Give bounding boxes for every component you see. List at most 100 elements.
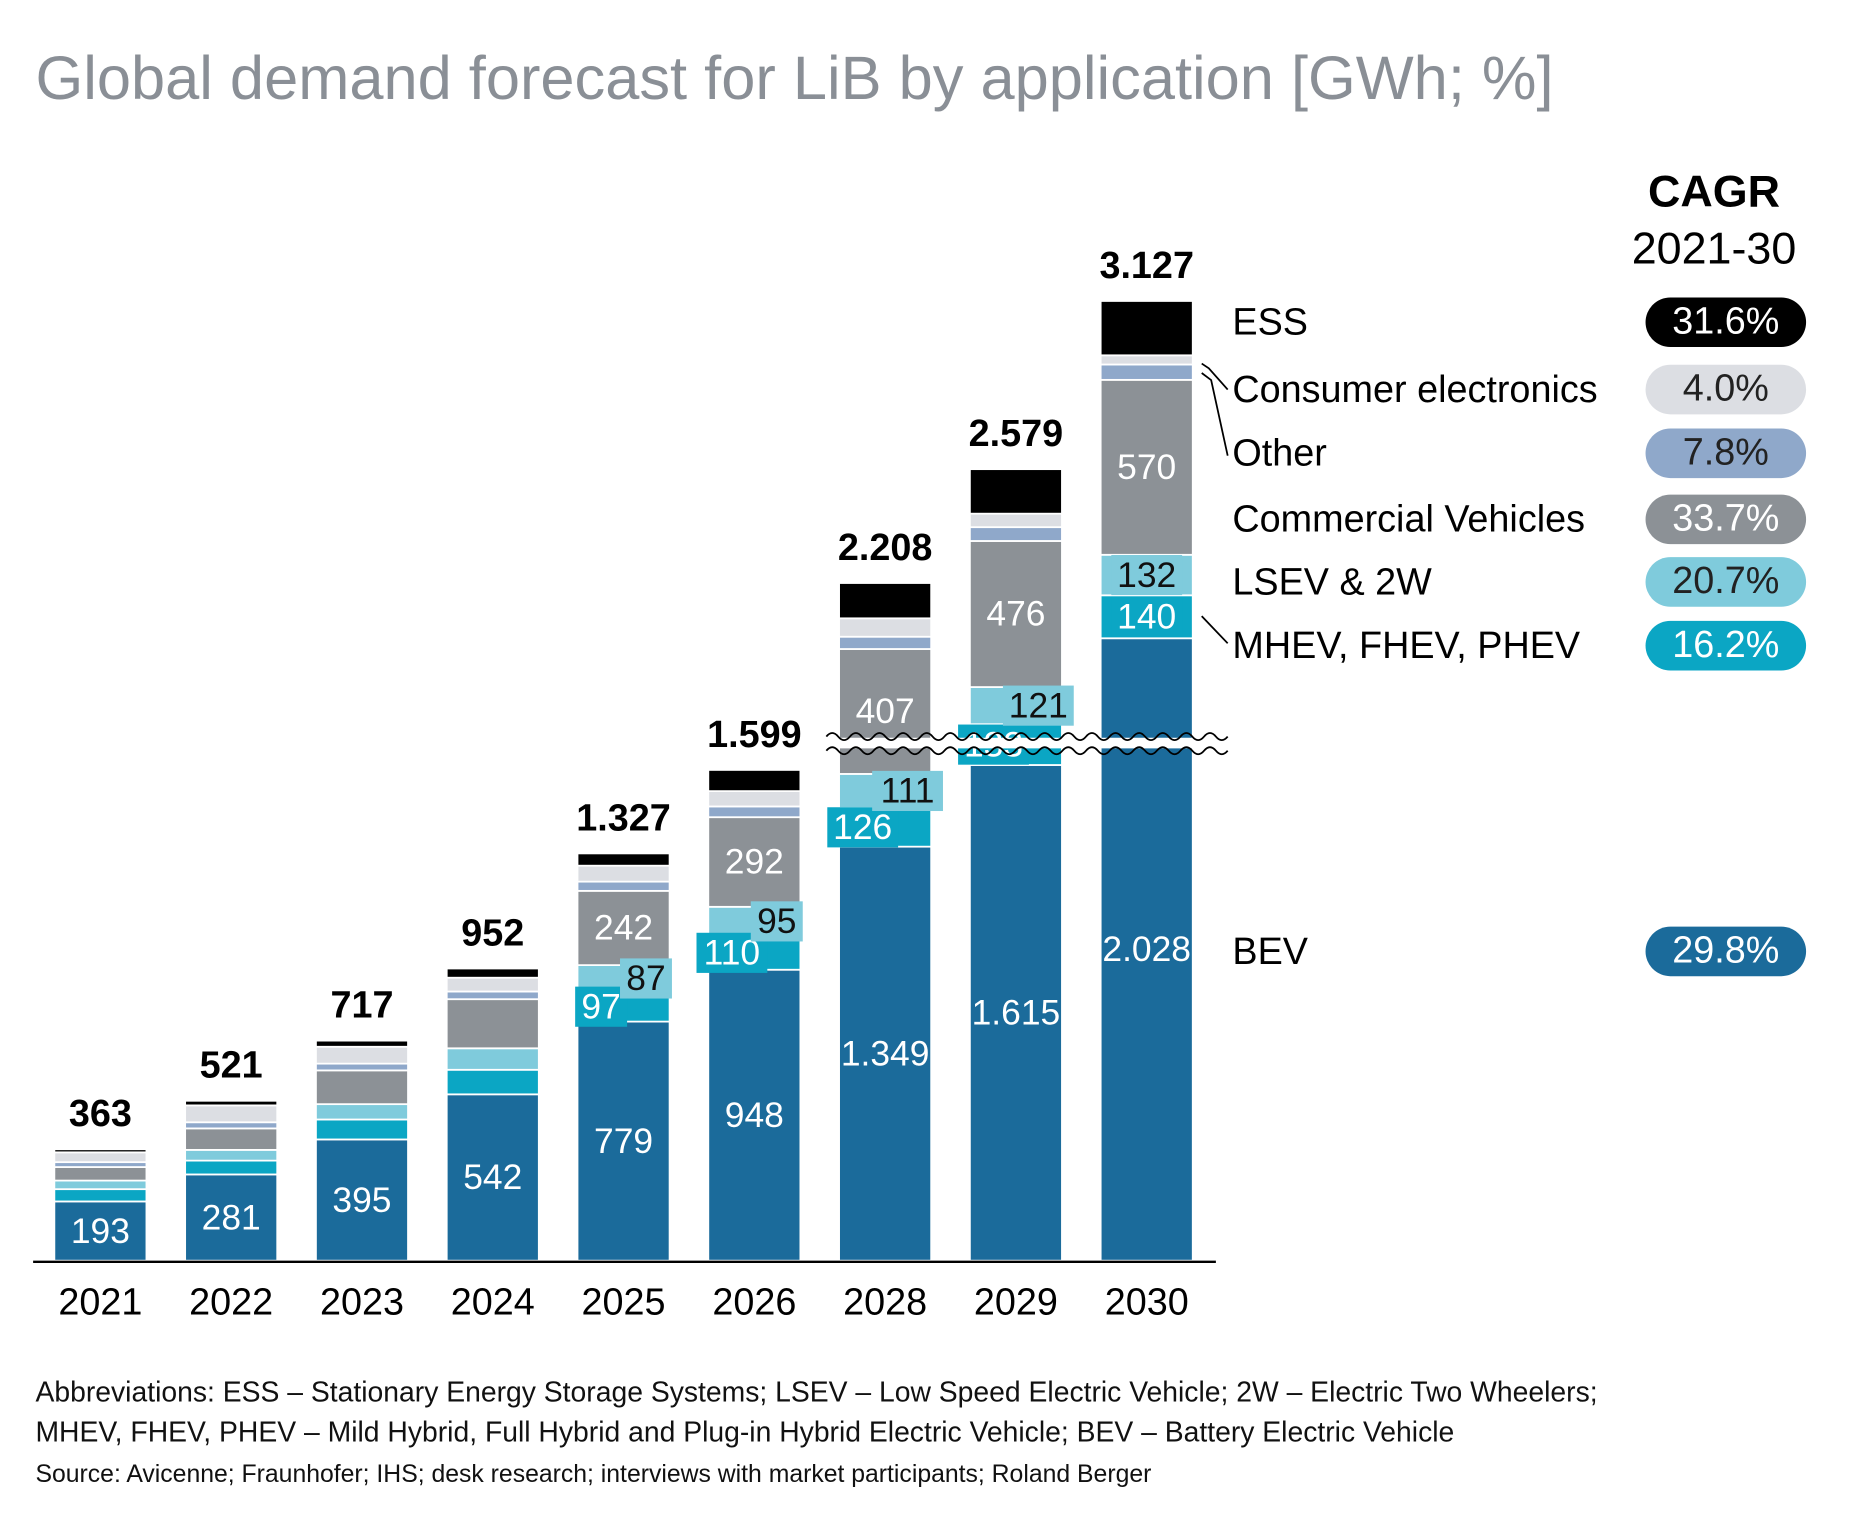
- label-box: [620, 958, 672, 999]
- value-label: 542: [463, 1157, 522, 1197]
- cagr-pill: [1645, 926, 1807, 977]
- x-tick-label: 2022: [189, 1281, 273, 1323]
- value-label: 395: [332, 1180, 391, 1220]
- cagr-pill: [1645, 428, 1807, 479]
- legend-label: LSEV & 2W: [1232, 561, 1432, 603]
- total-label: 363: [69, 1093, 132, 1135]
- label-box: [1002, 685, 1074, 726]
- bar-segment: [184, 1121, 279, 1130]
- value-label: 111: [881, 771, 935, 811]
- bar-segment: [315, 1045, 409, 1065]
- value-label: 242: [594, 908, 653, 948]
- bar-segment: [838, 845, 933, 1262]
- x-tick-label: 2021: [58, 1281, 142, 1323]
- cagr-label: 16.2%: [1672, 624, 1779, 666]
- value-label: 292: [725, 842, 784, 882]
- cagr-period: 2021-30: [1632, 222, 1797, 273]
- value-label: 87: [626, 958, 665, 998]
- label-box: [1111, 554, 1183, 596]
- cagr-pill: [1645, 364, 1807, 415]
- bar-segment: [1099, 300, 1194, 357]
- cagr-pill: [1645, 494, 1807, 545]
- cagr-pill: [1645, 297, 1807, 348]
- bar-segment: [445, 1068, 540, 1096]
- value-label: 281: [202, 1197, 261, 1237]
- bar-segment: [53, 1148, 148, 1154]
- bar-segment: [445, 998, 540, 1050]
- bars: 2021193363202228152120233957172024542952…: [53, 245, 1194, 1323]
- bar-segment: [707, 790, 802, 808]
- bar-segment: [53, 1151, 148, 1164]
- legend-label: Other: [1232, 433, 1326, 475]
- x-tick-label: 2028: [843, 1281, 927, 1323]
- value-label: 1.349: [841, 1033, 930, 1073]
- cagr-label: 20.7%: [1672, 560, 1779, 602]
- bar-segment: [968, 468, 1063, 515]
- bar-segment: [53, 1166, 148, 1182]
- bar-segment: [968, 526, 1063, 542]
- label-box: [872, 770, 943, 812]
- bar-segment: [53, 1179, 148, 1191]
- label-box: [575, 986, 628, 1027]
- legend-label: BEV: [1232, 931, 1308, 973]
- bar-segment: [53, 1188, 148, 1203]
- note: Abbreviations: ESS – Stationary Energy S…: [35, 1377, 1597, 1409]
- bar-segment: [838, 582, 933, 620]
- value-label: 132: [1117, 555, 1176, 595]
- bar-segment: [445, 967, 540, 979]
- total-label: 952: [461, 912, 524, 954]
- bar-segment: [968, 512, 1063, 529]
- total-label: 1.327: [576, 797, 671, 839]
- bar-segment: [184, 1104, 279, 1124]
- cagr-title: CAGR: [1648, 166, 1780, 217]
- bar-segment: [315, 1062, 409, 1072]
- bar-segment: [707, 816, 802, 908]
- cagr-label: 29.8%: [1672, 930, 1779, 972]
- bar-segment: [315, 1118, 409, 1141]
- bar-segment: [838, 648, 933, 775]
- axis-break-line: [825, 732, 1229, 741]
- value-label: 779: [594, 1121, 653, 1161]
- total-label: 717: [330, 985, 393, 1027]
- bar-segment: [576, 864, 671, 883]
- bar-segment: [315, 1103, 409, 1121]
- x-tick-label: 2030: [1105, 1281, 1189, 1323]
- leader-line: [1201, 615, 1229, 644]
- axis-break-band: [826, 737, 1216, 749]
- bar-segment: [315, 1069, 409, 1106]
- bar-segment: [1099, 363, 1194, 381]
- bar-segment: [707, 968, 802, 1262]
- source: Source: Avicenne; Fraunhofer; IHS; desk …: [35, 1461, 1151, 1488]
- bar-segment: [707, 769, 802, 792]
- x-tick-label: 2026: [712, 1281, 796, 1323]
- bar-segment: [445, 990, 540, 1001]
- value-label: 95: [757, 901, 796, 941]
- bar-segment: [1099, 378, 1194, 556]
- value-label: 97: [581, 986, 620, 1026]
- x-tick-label: 2023: [320, 1281, 404, 1323]
- axis-break: [825, 732, 1229, 756]
- bar-segment: [968, 764, 1063, 1262]
- bar-segment: [184, 1148, 279, 1162]
- total-label: 2.208: [838, 527, 933, 569]
- legend-label: ESS: [1232, 302, 1308, 344]
- x-tick-label: 2024: [451, 1281, 535, 1323]
- bar-segment: [184, 1099, 279, 1107]
- bar-segment: [53, 1200, 148, 1262]
- value-label: 948: [725, 1095, 784, 1135]
- cagr-pill: [1645, 557, 1807, 607]
- total-label: 521: [200, 1045, 263, 1087]
- x-tick-label: 2029: [974, 1281, 1058, 1323]
- chart-title: Global demand forecast for LiB by applic…: [35, 44, 1553, 113]
- x-tick-label: 2025: [582, 1281, 666, 1323]
- note: MHEV, FHEV, PHEV – Mild Hybrid, Full Hyb…: [35, 1417, 1454, 1449]
- bar-segment: [576, 889, 671, 967]
- bar-segment: [315, 1138, 409, 1262]
- bar-segment: [707, 805, 802, 819]
- value-label: 110: [704, 933, 760, 973]
- bar-segment: [576, 852, 671, 867]
- value-label: 407: [856, 691, 915, 731]
- value-label: 126: [833, 807, 892, 847]
- value-label: 121: [1009, 685, 1068, 725]
- value-label: 476: [986, 594, 1045, 634]
